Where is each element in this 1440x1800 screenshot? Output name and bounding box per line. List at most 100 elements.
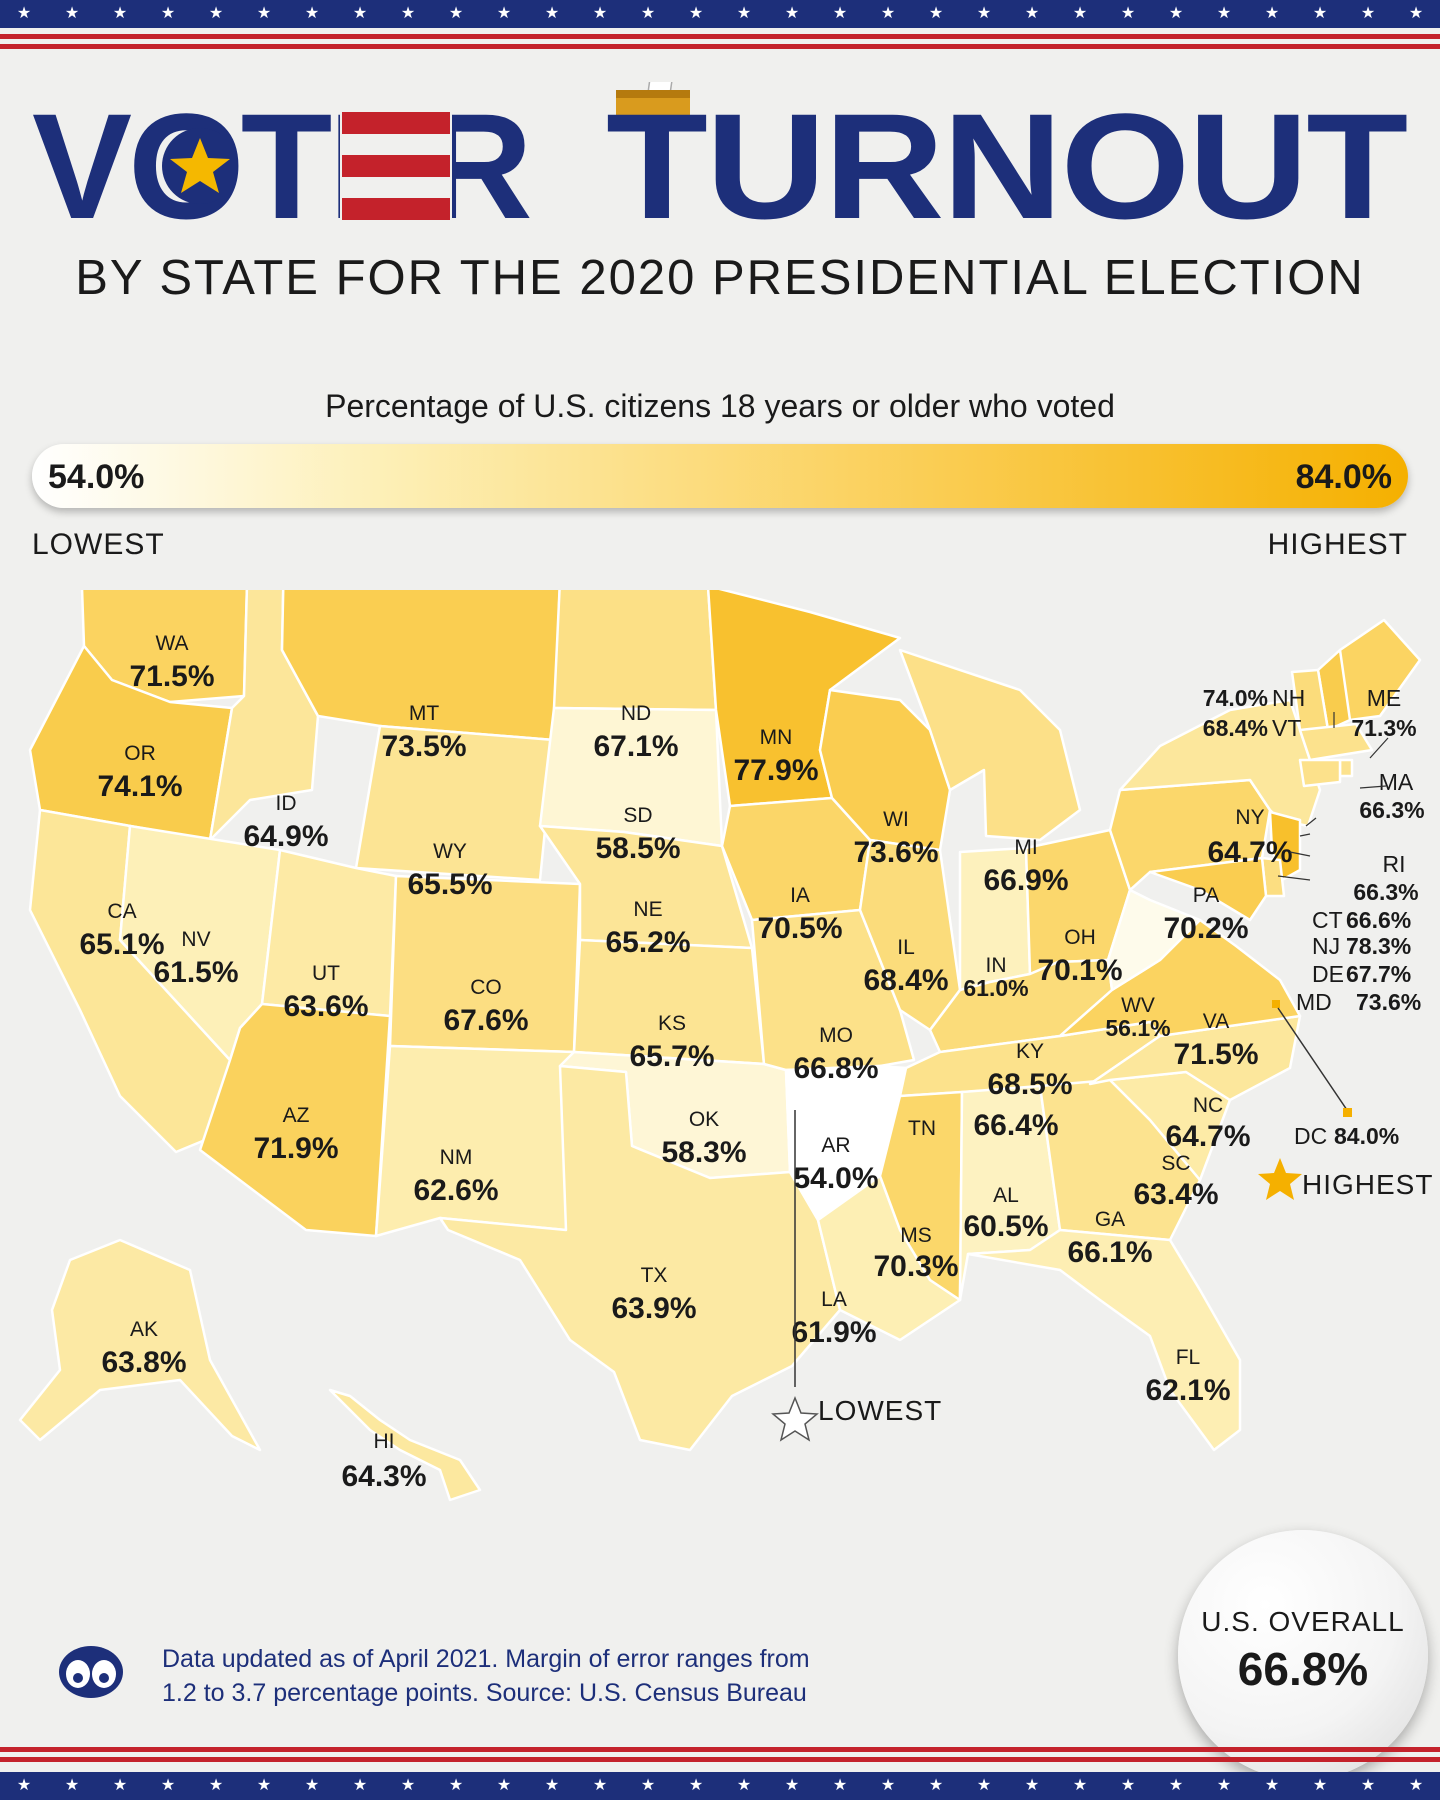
state-abbr-wy: WY (433, 840, 467, 863)
state-value-ak: 63.8% (101, 1346, 186, 1379)
state-abbr-ak: AK (130, 1318, 158, 1341)
state-value-il: 68.4% (863, 964, 948, 997)
state-labels: WA 71.5% OR 74.1% CA 65.1% ID 64.9% NV 61.5% MT 73.… (79, 632, 1424, 1493)
state-tx (438, 1064, 842, 1452)
state-abbr-nj: NJ (1312, 933, 1340, 959)
callouts: HIGHEST LOWEST (771, 712, 1433, 1442)
state-abbr-or: OR (124, 742, 156, 765)
highest-marker-label: HIGHEST (1302, 1169, 1433, 1200)
state-hi (328, 1388, 482, 1502)
state-abbr-me: ME (1367, 685, 1402, 711)
state-shapes (18, 590, 1422, 1502)
legend-min-value: 54.0% (48, 458, 145, 496)
banner-stars-bottom: ★ ★ ★ ★ ★ ★ ★ ★ ★ ★ ★ ★ ★ ★ ★ ★ ★ ★ ★ ★ ★ ★ ★ ★ ★ ★ ★ ★ ★ ★ (16, 1777, 1424, 1794)
state-value-mt: 73.5% (381, 730, 466, 763)
state-value-ri: 66.3% (1353, 879, 1418, 905)
top-star-banner: ★ ★ ★ ★ ★ ★ ★ ★ ★ ★ ★ ★ ★ ★ ★ ★ ★ ★ ★ ★ ★ ★ ★ ★ ★ ★ ★ ★ ★ ★ (0, 0, 1440, 28)
bottom-star-banner: ★ ★ ★ ★ ★ ★ ★ ★ ★ ★ ★ ★ ★ ★ ★ ★ ★ ★ ★ ★ ★ ★ ★ ★ ★ ★ ★ ★ ★ ★ (0, 1772, 1440, 1800)
state-abbr-ia: IA (790, 884, 810, 907)
subtitle: BY STATE FOR THE 2020 PRESIDENTIAL ELECT… (75, 251, 1365, 305)
highest-star-icon (1258, 1158, 1302, 1200)
legend-min-label: LOWEST (32, 528, 165, 561)
state-abbr-mt: MT (409, 702, 439, 725)
state-abbr-wv: WV (1121, 994, 1155, 1017)
lowest-star-icon (771, 1395, 819, 1442)
state-abbr-sd: SD (623, 804, 652, 827)
state-value-az: 71.9% (253, 1132, 338, 1165)
state-abbr-nh: NH (1272, 685, 1305, 711)
state-abbr-ga: GA (1095, 1208, 1125, 1231)
star-icon (170, 138, 230, 193)
bottom-red-stripe (0, 1757, 1440, 1762)
state-abbr-pa: PA (1193, 884, 1219, 907)
state-abbr-va: VA (1203, 1010, 1229, 1033)
state-value-nj: 78.3% (1346, 933, 1411, 959)
state-abbr-nv: NV (181, 928, 210, 951)
state-abbr-ca: CA (107, 900, 136, 923)
state-value-ne: 65.2% (605, 926, 690, 959)
overall-value: 66.8% (1237, 1643, 1369, 1695)
state-value-mi: 66.9% (983, 864, 1068, 897)
state-abbr-de: DE (1312, 961, 1344, 987)
state-value-ga: 66.1% (1067, 1236, 1152, 1269)
state-value-or: 74.1% (97, 770, 182, 803)
state-nd (552, 590, 718, 712)
footnote-line-2: 1.2 to 3.7 percentage points. Source: U.… (162, 1679, 807, 1707)
state-dc (1272, 1000, 1280, 1008)
flag-stripe-2 (342, 155, 450, 177)
state-value-nv: 61.5% (153, 956, 238, 989)
state-ct (1298, 758, 1342, 788)
state-value-ia: 70.5% (757, 912, 842, 945)
title-word-2: TURNOUT (606, 82, 1408, 250)
state-abbr-ut: UT (312, 962, 340, 985)
state-ri (1338, 758, 1354, 778)
state-value-ks: 65.7% (629, 1040, 714, 1073)
state-value-wv: 56.1% (1105, 1015, 1170, 1041)
state-az (198, 1002, 392, 1238)
state-value-nh: 74.0% (1203, 685, 1268, 711)
state-abbr-nm: NM (440, 1146, 473, 1169)
state-value-md: 73.6% (1356, 989, 1421, 1015)
top-red-stripe (0, 34, 1440, 39)
state-abbr-mn: MN (760, 726, 793, 749)
state-wy (354, 724, 556, 882)
state-value-ar: 54.0% (793, 1162, 878, 1195)
state-value-ky: 68.5% (987, 1068, 1072, 1101)
state-abbr-sc: SC (1161, 1152, 1190, 1175)
state-value-wy: 65.5% (407, 868, 492, 901)
state-abbr-al: AL (993, 1184, 1019, 1207)
state-value-co: 67.6% (443, 1004, 528, 1037)
lowest-marker-label: LOWEST (818, 1395, 942, 1426)
state-value-in: 61.0% (963, 975, 1028, 1001)
state-value-la: 61.9% (791, 1316, 876, 1349)
state-value-nm: 62.6% (413, 1174, 498, 1207)
state-value-id: 64.9% (243, 820, 328, 853)
us-choropleth-map: WA 71.5% OR 74.1% CA 65.1% ID 64.9% NV 61.5% MT 73.… (18, 590, 1433, 1502)
bottom-red-stripe-2 (0, 1747, 1440, 1752)
state-nm (374, 1044, 576, 1238)
state-ak (18, 1238, 262, 1452)
state-value-fl: 62.1% (1145, 1374, 1230, 1407)
state-value-vt: 68.4% (1203, 715, 1268, 741)
state-value-dc: 84.0% (1334, 1123, 1399, 1149)
state-abbr-nc: NC (1193, 1094, 1223, 1117)
state-ma (1298, 722, 1374, 762)
state-abbr-ky: KY (1016, 1040, 1044, 1063)
state-abbr-la: LA (821, 1288, 847, 1311)
state-value-nc: 64.7% (1165, 1120, 1250, 1153)
state-value-va: 71.5% (1173, 1038, 1258, 1071)
state-mi (898, 648, 1082, 842)
state-abbr-ny: NY (1235, 806, 1264, 829)
state-abbr-ct: CT (1312, 907, 1343, 933)
state-abbr-ma: MA (1379, 769, 1414, 795)
state-value-tn: 66.4% (973, 1109, 1058, 1142)
state-value-mo: 66.8% (793, 1052, 878, 1085)
state-value-tx: 63.9% (611, 1292, 696, 1325)
state-fl (966, 1228, 1242, 1452)
state-abbr-md: MD (1296, 989, 1332, 1015)
state-abbr-id: ID (276, 792, 297, 815)
state-abbr-ne: NE (633, 898, 662, 921)
state-value-ny: 64.7% (1207, 836, 1292, 869)
state-abbr-tx: TX (641, 1264, 668, 1287)
state-value-ma: 66.3% (1359, 797, 1424, 823)
